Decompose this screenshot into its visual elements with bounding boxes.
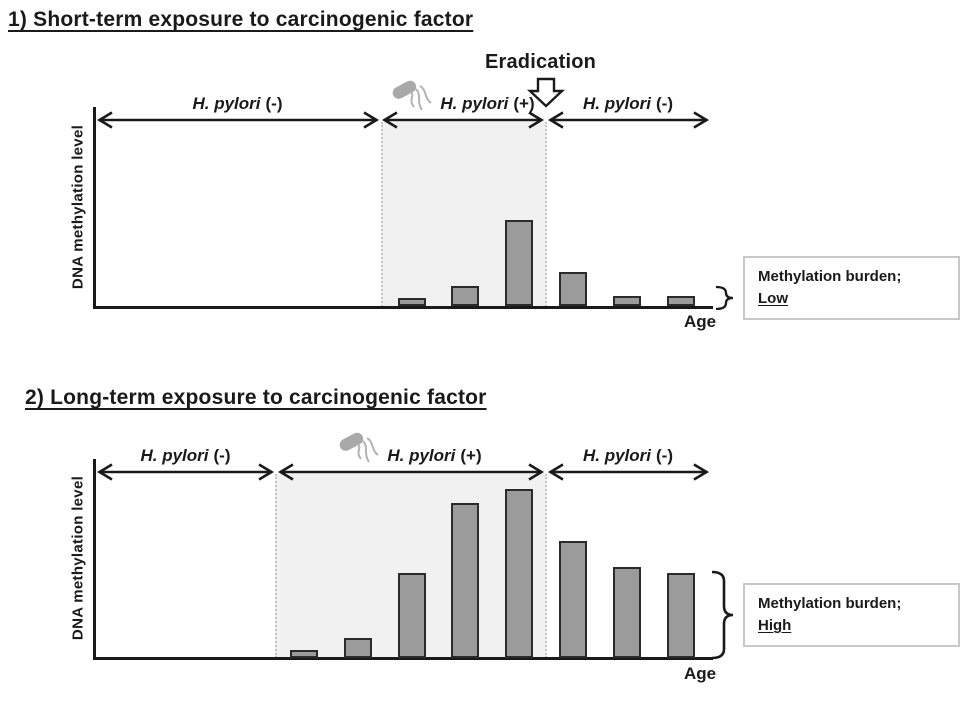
- phase-label-hp-negative-1-panel-2: H. pylori (-): [95, 440, 276, 466]
- panel-1-heading: 1) Short-term exposure to carcinogenic f…: [8, 8, 474, 31]
- methylation-bar: [397, 298, 426, 306]
- methylation-bar: [451, 503, 480, 658]
- phase-label-hp-negative-2-panel-1: H. pylori (-): [546, 88, 710, 114]
- hp-species-text: H. pylori: [387, 446, 456, 465]
- x-axis-panel-1: [93, 306, 713, 309]
- x-axis-panel-2: [93, 657, 713, 660]
- methylation-bar: [343, 638, 372, 658]
- hp-species-text: H. pylori: [140, 446, 209, 465]
- burden-note-box-panel-1: Methylation burden; Low: [743, 256, 960, 320]
- methylation-bar: [505, 220, 534, 306]
- burden-note-line2: Low: [758, 290, 788, 307]
- hp-sign-text: (-): [656, 94, 673, 113]
- hp-sign-text: (+): [513, 94, 535, 113]
- hp-species-text: H. pylori: [583, 94, 652, 113]
- hp-sign-text: (-): [265, 94, 283, 113]
- y-axis-panel-1: [93, 107, 96, 309]
- methylation-bar: [290, 650, 318, 658]
- panel-2-heading: 2) Long-term exposure to carcinogenic fa…: [25, 386, 487, 409]
- bars-panel-1: [95, 120, 713, 306]
- methylation-bar: [451, 286, 480, 306]
- brace-panel-1: [715, 285, 734, 311]
- phase-label-hp-negative-2-panel-2: H. pylori (-): [546, 440, 710, 466]
- age-label-panel-2: Age: [684, 664, 717, 683]
- hp-sign-text: (+): [460, 446, 482, 465]
- phase-label-hp-positive-panel-1: H. pylori (+): [380, 76, 546, 114]
- methylation-bar: [559, 541, 587, 658]
- methylation-bar: [666, 296, 695, 306]
- phase-label-hp-negative-1-panel-1: H. pylori (-): [95, 88, 380, 114]
- methylation-bar: [612, 296, 641, 306]
- methylation-bar: [505, 489, 534, 658]
- burden-note-line2: High: [758, 617, 792, 634]
- age-label-panel-1: Age: [684, 312, 717, 331]
- brace-panel-2: [711, 570, 734, 660]
- burden-note-line1: Methylation burden;: [758, 595, 902, 613]
- y-axis-label-panel-1: DNA methylation level: [69, 124, 87, 290]
- phase-label-hp-positive-panel-2: H. pylori (+): [276, 428, 544, 466]
- methylation-bar: [612, 567, 641, 658]
- hp-species-text: H. pylori: [440, 94, 509, 113]
- y-axis-label-panel-2: DNA methylation level: [69, 475, 87, 641]
- hp-species-text: H. pylori: [192, 94, 261, 113]
- h-pylori-bacterium-icon: [391, 75, 435, 118]
- y-axis-panel-2: [93, 459, 96, 659]
- hp-sign-text: (-): [656, 446, 673, 465]
- methylation-bar: [559, 272, 587, 306]
- burden-note-box-panel-2: Methylation burden; High: [743, 583, 960, 647]
- burden-note-line1: Methylation burden;: [758, 268, 902, 286]
- h-pylori-bacterium-icon: [338, 427, 382, 470]
- hp-sign-text: (-): [213, 446, 231, 465]
- methylation-bar: [666, 573, 695, 658]
- bars-panel-2: [95, 472, 713, 658]
- methylation-bar: [397, 573, 426, 658]
- eradication-label: Eradication: [484, 51, 597, 73]
- hp-species-text: H. pylori: [583, 446, 652, 465]
